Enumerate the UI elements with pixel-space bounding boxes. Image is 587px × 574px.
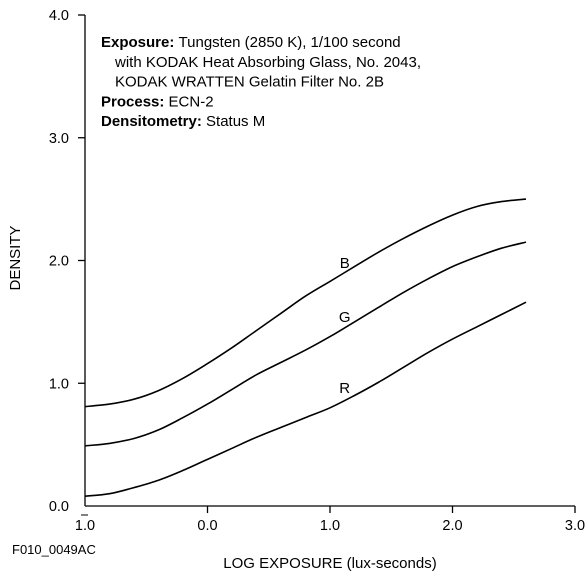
note-value: KODAK WRATTEN Gelatin Filter No. 2B [115, 74, 384, 91]
y-tick-label: 4.0 [49, 8, 69, 24]
y-tick-label: 0.0 [49, 499, 69, 515]
note-value: Tungsten (2850 K), 1/100 second [179, 34, 401, 51]
note-line: Exposure: Tungsten (2850 K), 1/100 secon… [101, 34, 401, 51]
y-tick-label: 1.0 [49, 376, 69, 392]
note-label: Process: [101, 93, 169, 110]
curve-label-b: B [340, 255, 350, 272]
y-axis-title: DENSITY [7, 225, 24, 290]
y-tick-label: 3.0 [49, 131, 69, 147]
x-tick-label: 3.0 [565, 518, 585, 534]
x-axis-ticks: 1.0 0.0 1.0 2.0 3.0 [75, 506, 585, 534]
note-line: with KODAK Heat Absorbing Glass, No. 204… [114, 54, 421, 71]
x-tick-label: 1.0 [320, 518, 340, 534]
curve-g [84, 241, 527, 447]
note-value: Status M [206, 113, 265, 130]
x-axis-title: LOG EXPOSURE (lux-seconds) [223, 555, 436, 572]
x-tick-label: 0.0 [197, 518, 217, 534]
note-line: Process: ECN-2 [101, 93, 214, 110]
curve-r [84, 301, 527, 497]
curve-label-r: R [339, 380, 350, 397]
note-label: Densitometry: [101, 113, 206, 130]
y-tick-label: 2.0 [49, 254, 69, 270]
note-line: KODAK WRATTEN Gelatin Filter No. 2B [115, 74, 384, 91]
curve-b [84, 198, 527, 408]
x-tick-label: 1.0 [75, 518, 95, 534]
figure-id: F010_0049AC [12, 542, 96, 557]
y-axis-ticks: 0.0 1.0 2.0 3.0 4.0 [49, 8, 85, 515]
note-value: ECN-2 [169, 93, 214, 110]
note-label: Exposure: [101, 34, 179, 51]
note-value: with KODAK Heat Absorbing Glass, No. 204… [114, 54, 421, 71]
exposure-notes: Exposure: Tungsten (2850 K), 1/100 secon… [101, 34, 421, 130]
curve-label-g: G [339, 309, 351, 326]
x-tick-label: 2.0 [442, 518, 462, 534]
series-layer: B G R [84, 198, 527, 497]
note-line: Densitometry: Status M [101, 113, 265, 130]
